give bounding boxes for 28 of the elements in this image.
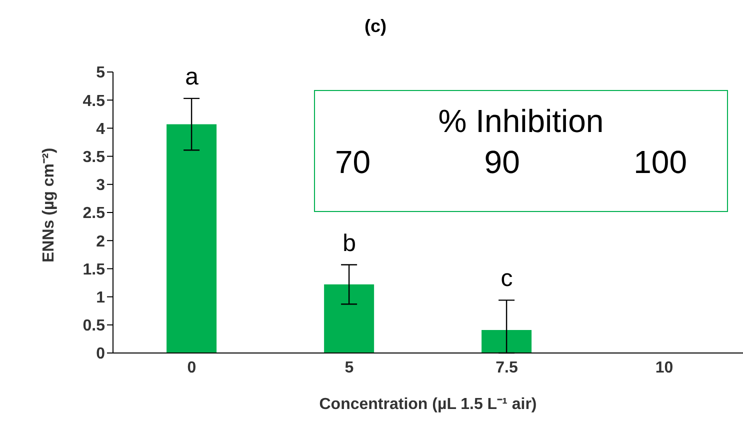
- bar: [482, 330, 532, 353]
- y-tick-label: 1.5: [82, 261, 106, 278]
- y-tick-label: 3: [96, 177, 106, 194]
- annotation: a: [185, 63, 200, 90]
- annotation: 100: [634, 144, 687, 181]
- annotation: c: [500, 265, 513, 292]
- y-tick-label: 2.5: [82, 205, 106, 222]
- y-tick-label: 5: [96, 64, 106, 82]
- x-tick-label: 10: [655, 359, 674, 376]
- y-tick-label: 0.5: [82, 318, 106, 335]
- bar: [166, 124, 217, 353]
- x-axis-title: Concentration (µL 1.5 L⁻¹ air): [319, 396, 537, 413]
- y-tick-label: 4: [96, 120, 106, 138]
- bar: [324, 284, 374, 353]
- y-tick-label: 3.5: [82, 148, 106, 166]
- annotation: b: [342, 230, 356, 257]
- annotation: 90: [484, 144, 520, 181]
- annotation: % Inhibition: [437, 103, 605, 140]
- y-tick-label: 1: [96, 289, 106, 306]
- y-tick-label: 0: [96, 346, 106, 363]
- y-axis-title: ENNs (µg cm⁻²): [40, 148, 58, 262]
- y-tick-label: 4.5: [82, 92, 106, 110]
- annotation: 70: [335, 144, 371, 181]
- chart-title: (c): [364, 16, 388, 37]
- x-tick-label: 5: [344, 359, 354, 376]
- x-tick-label: 0: [187, 359, 196, 376]
- y-tick-label: 2: [96, 233, 106, 250]
- x-tick-label: 7.5: [496, 359, 518, 376]
